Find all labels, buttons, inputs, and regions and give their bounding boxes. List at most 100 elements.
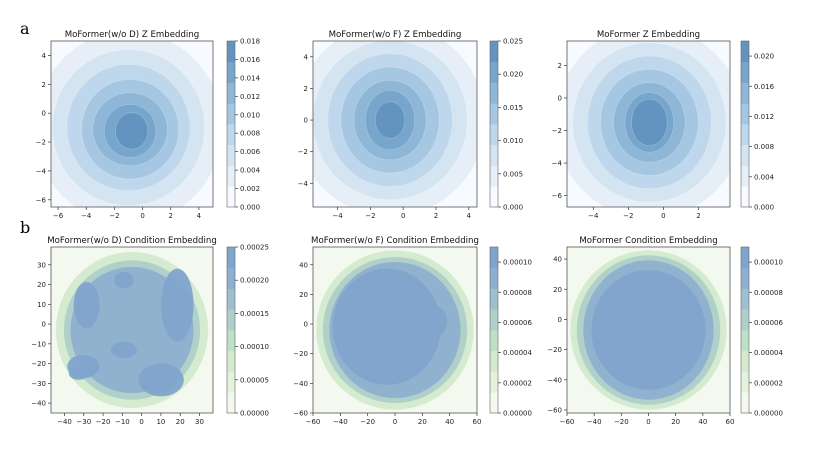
colorbar-band: [490, 186, 498, 208]
colorbar-band: [490, 124, 498, 146]
y-tick-label: 2: [558, 62, 562, 70]
colorbar-band: [227, 61, 235, 83]
x-tick-label: −6: [53, 212, 64, 220]
y-tick-label: −6: [552, 192, 563, 200]
colorbar: 0.00000 0.00002 0.00004 0.00006 0.00008 0.000…: [489, 246, 532, 418]
colorbar-tick-label: 0.00006: [754, 319, 783, 327]
colorbar-tick-label: 0.00004: [503, 349, 532, 357]
colorbar-frame: [740, 246, 750, 414]
colorbar-band: [741, 392, 749, 414]
y-tick-label: −2: [298, 148, 308, 156]
y-tick-label: −20: [547, 346, 562, 354]
y-tick-label: 0: [42, 321, 46, 329]
y-tick-label: −40: [293, 380, 308, 388]
colorbar-tick-label: 0.025: [503, 38, 523, 46]
y-tick-label: −10: [31, 340, 46, 348]
y-tick-label: 2: [304, 85, 308, 93]
colorbar-band: [227, 186, 235, 208]
y-tick-label: 20: [299, 291, 308, 299]
x-tick-label: 60: [473, 418, 482, 426]
colorbar-tick-label: 0.00002: [503, 379, 532, 387]
x-tick-label: −40: [587, 418, 602, 426]
colorbar-band: [227, 103, 235, 125]
density-contours: [567, 41, 730, 207]
x-tick-label: 0: [646, 418, 650, 426]
y-tick-label: 4: [304, 53, 309, 61]
colorbar-tick-label: 0.002: [240, 185, 260, 193]
colorbar-band: [227, 41, 235, 63]
x-tick-label: 40: [698, 418, 707, 426]
x-tick-label: −2: [109, 212, 119, 220]
colorbar-tick-label: 0.008: [754, 143, 774, 151]
colorbar-band: [490, 288, 498, 310]
y-tick-label: −6: [36, 196, 47, 204]
subplot-6: MoFormer Condition Embedding −60 −40 −20 0 20…: [547, 236, 783, 426]
colorbar-band: [741, 267, 749, 289]
y-tick-label: −30: [31, 380, 46, 388]
colorbar-frame: [489, 40, 499, 208]
colorbar-tick-label: 0.015: [503, 104, 523, 112]
subplot-title: MoFormer(w/o F) Condition Embedding: [311, 236, 479, 246]
subplot-title: MoFormer Z Embedding: [597, 30, 700, 40]
x-tick-label: −30: [76, 418, 91, 426]
y-tick-label: 40: [299, 261, 308, 269]
colorbar-tick-label: 0.000: [240, 204, 260, 212]
colorbar-band: [490, 165, 498, 187]
x-tick-label: −4: [588, 212, 599, 220]
colorbar-tick-label: 0.000: [503, 204, 523, 212]
colorbar-band: [490, 41, 498, 63]
colorbar-band: [741, 82, 749, 104]
colorbar-tick-label: 0.010: [503, 137, 523, 145]
x-tick-label: 0: [393, 418, 397, 426]
x-tick-label: 60: [726, 418, 735, 426]
x-tick-label: 10: [156, 418, 165, 426]
y-tick-label: −2: [36, 139, 46, 147]
x-tick-label: 4: [467, 212, 472, 220]
colorbar: 0.000 0.005 0.010 0.015 0.020 0.025: [489, 38, 523, 212]
x-tick-label: −4: [81, 212, 92, 220]
colorbar-band: [227, 288, 235, 310]
colorbar-band: [490, 267, 498, 289]
subplot-title: MoFormer Condition Embedding: [579, 236, 717, 246]
y-tick-label: 20: [37, 281, 46, 289]
colorbar-band: [741, 165, 749, 187]
y-tick-label: −20: [31, 360, 46, 368]
contour-level-4: [110, 341, 137, 359]
colorbar-band: [741, 371, 749, 393]
colorbar-band: [741, 350, 749, 372]
contour-level-5: [175, 290, 192, 330]
colorbar-tick-label: 0.00000: [240, 410, 269, 418]
colorbar-band: [227, 350, 235, 372]
y-tick-label: −4: [36, 167, 47, 175]
plot-frame: [566, 40, 731, 208]
density-contours: [313, 247, 477, 413]
colorbar-band: [490, 103, 498, 125]
y-tick-label: 4: [42, 52, 47, 60]
x-tick-label: −60: [306, 418, 321, 426]
colorbar-band: [741, 288, 749, 310]
panels: MoFormer(w/o D) Z Embedding−6 −4 −2 0 2 4−6−4…: [31, 30, 783, 426]
colorbar-band: [227, 309, 235, 331]
subplot-3: MoFormer Z Embedding−4 −2 0 2−6−4−2020.0000…: [552, 30, 775, 220]
colorbar-tick-label: 0.016: [240, 56, 261, 64]
colorbar-band: [490, 61, 498, 83]
colorbar-band: [741, 247, 749, 269]
y-tick-label: 2: [42, 81, 46, 89]
colorbar-tick-label: 0.010: [240, 111, 260, 119]
colorbar-band: [227, 371, 235, 393]
colorbar-tick-label: 0.00002: [754, 379, 783, 387]
colorbar-frame: [489, 246, 499, 414]
plot-frame: [312, 40, 478, 208]
subplot-4: MoFormer(w/o D) Condition Embedding −40 −3…: [31, 236, 269, 426]
colorbar-band: [227, 330, 235, 352]
contour-level-5: [144, 373, 175, 394]
colorbar-band: [227, 247, 235, 269]
colorbar-band: [741, 144, 749, 166]
colorbar-tick-label: 0.006: [240, 148, 261, 156]
colorbar-tick-label: 0.020: [754, 53, 774, 61]
x-tick-label: −20: [96, 418, 111, 426]
colorbar-band: [741, 103, 749, 125]
colorbar-band: [227, 82, 235, 104]
colorbar-band: [227, 165, 235, 187]
subplot-1: MoFormer(w/o D) Z Embedding −6 −4 −2 0 2 4 −6 −4…: [36, 30, 261, 220]
